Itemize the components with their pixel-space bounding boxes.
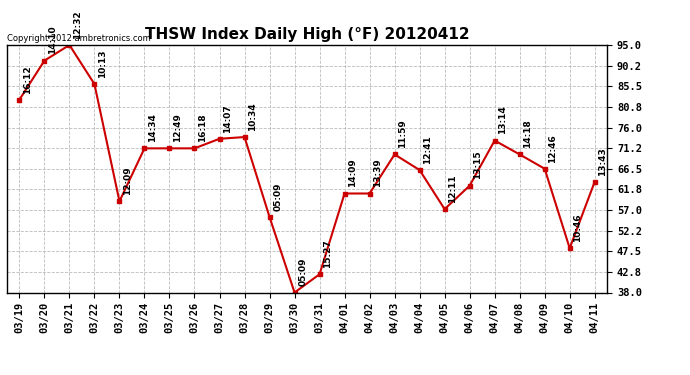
Text: Copyright 2012 ambretronics.com: Copyright 2012 ambretronics.com: [7, 33, 150, 42]
Text: 13:14: 13:14: [498, 106, 507, 134]
Text: 14:07: 14:07: [224, 104, 233, 133]
Text: 14:10: 14:10: [48, 26, 57, 54]
Title: THSW Index Daily High (°F) 20120412: THSW Index Daily High (°F) 20120412: [145, 27, 469, 42]
Text: 12:32: 12:32: [73, 10, 82, 39]
Text: 14:18: 14:18: [524, 120, 533, 148]
Text: 11:59: 11:59: [398, 120, 407, 148]
Text: 12:46: 12:46: [549, 134, 558, 163]
Text: 10:13: 10:13: [98, 50, 107, 78]
Text: 14:34: 14:34: [148, 113, 157, 142]
Text: 13:15: 13:15: [473, 151, 482, 180]
Text: 05:09: 05:09: [273, 182, 282, 211]
Text: 05:09: 05:09: [298, 258, 307, 286]
Text: 15:27: 15:27: [324, 239, 333, 268]
Text: 10:46: 10:46: [573, 213, 582, 242]
Text: 10:34: 10:34: [248, 102, 257, 131]
Text: 12:09: 12:09: [124, 166, 132, 195]
Text: 13:39: 13:39: [373, 159, 382, 188]
Text: 12:41: 12:41: [424, 135, 433, 164]
Text: 16:18: 16:18: [198, 114, 207, 142]
Text: 13:43: 13:43: [598, 147, 607, 176]
Text: 14:09: 14:09: [348, 159, 357, 188]
Text: 16:12: 16:12: [23, 65, 32, 93]
Text: 12:11: 12:11: [448, 174, 457, 203]
Text: 12:49: 12:49: [173, 113, 182, 142]
